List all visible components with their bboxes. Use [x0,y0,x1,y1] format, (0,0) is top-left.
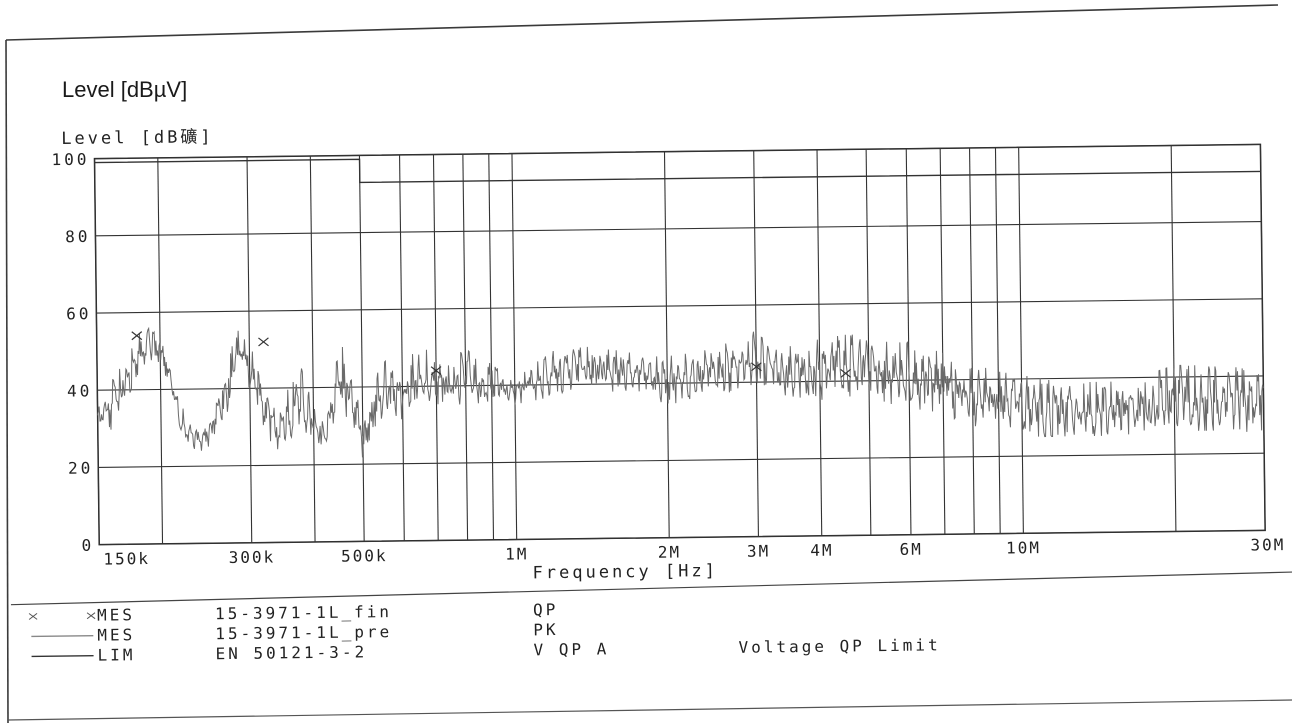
grid-line-x [246,156,253,543]
y-tick-label: 80 [65,227,90,246]
grid-line-x [399,154,405,541]
x-axis-title: Frequency [Hz] [532,561,718,583]
qp-marker [430,366,442,376]
x-tick-label: 1M [505,544,528,563]
grid [93,143,1266,546]
y-tick-label: 0 [81,536,94,555]
y-axis-title-overlay: Level [dBµV] [62,77,187,102]
grid-line-y [95,221,1262,237]
grid-line-x [462,154,469,541]
qp-marker [840,368,852,378]
grid-line-x [358,155,365,542]
qp-marker [131,331,143,341]
x-axis-ticks: 150k 300k 500k 1M 2M 3M 4M 6M 10M 30M [103,535,1285,568]
legend-separator [10,571,1292,606]
grid-line-y [99,529,1266,546]
x-tick-label: 3M [747,541,770,560]
legend-x-marker [28,612,38,620]
legend-detector: QP [533,600,558,619]
grid-line-y [96,298,1263,314]
grid-line-x [994,147,1001,534]
y-tick-label: 60 [66,304,91,323]
grid-line-x [939,148,946,535]
grid-line-x [1018,147,1024,534]
legend-name: 15-3971-1L_pre [215,622,392,643]
grid-line-x [816,149,823,536]
report-border [5,4,1279,41]
legend-line-swatch [31,635,94,638]
x-tick-label: 6M [899,540,922,559]
legend-description: Voltage QP Limit [738,635,940,656]
legend-x-marker [86,612,96,620]
grid-line-x [969,147,975,534]
legend-name: 15-3971-1L_fin [215,602,392,623]
limit-line [94,158,1261,184]
y-tick-label: 20 [68,458,93,477]
legend-detector: PK [533,620,558,639]
x-tick-label: 150k [103,549,150,569]
x-tick-label: 4M [810,541,833,560]
legend-key: MES [97,625,135,644]
x-tick-label: 300k [229,547,276,567]
y-axis-title: Level [dB礦] [61,127,214,149]
legend-key: LIM [97,645,135,664]
qp-marker [258,337,269,347]
x-tick-label: 10M [1006,538,1041,557]
x-tick-label: 500k [341,546,388,566]
grid-line-x [865,149,872,536]
pk-trace [97,326,1264,458]
grid-line-x [93,158,100,545]
grid-line-x [663,151,670,538]
grid-line-x [488,153,495,540]
legend-row: MES 15-3971-1L_pre PK [31,620,559,645]
y-tick-label: 40 [67,381,92,400]
x-tick-label: 30M [1250,535,1285,554]
qp-markers [131,331,852,378]
grid-line-x [753,150,759,537]
grid-line-x [905,148,912,535]
legend-line-swatch [31,655,94,658]
grid-line-x [309,156,316,542]
legend-key: MES [97,605,135,624]
y-axis-ticks: 0 20 40 60 80 100 [51,150,94,555]
legend-row: LIM EN 50121-3-2 V QP A Voltage QP Limit [31,635,941,665]
report-bottom-border [7,699,1292,721]
legend-row: MES 15-3971-1L_fin QP [28,600,558,625]
legend-detector: V QP A [533,639,609,659]
grid-line-x [1170,145,1177,532]
traces [94,158,1264,458]
grid-line-y [94,143,1261,160]
grid-line-x [432,154,439,541]
qp-marker [750,362,762,372]
x-tick-label: 2M [658,543,681,562]
grid-line-y [97,375,1264,391]
grid-line-y [98,452,1265,468]
grid-line-x [511,153,518,540]
y-tick-label: 100 [51,150,89,169]
grid-line-x [1259,144,1266,531]
legend-name: EN 50121-3-2 [215,642,367,663]
